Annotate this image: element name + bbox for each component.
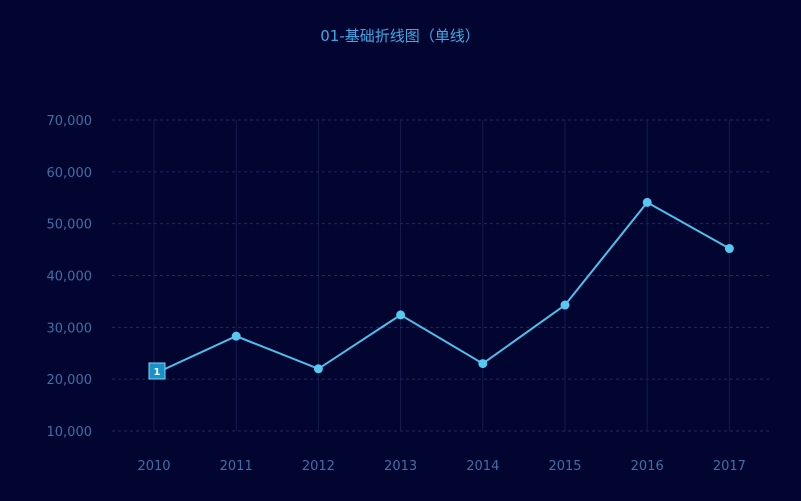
x-tick-label: 2013 [384,459,417,474]
x-tick-label: 2014 [466,459,499,474]
marker-label: 1 [154,367,161,378]
y-tick-label: 70,000 [47,114,93,129]
data-point[interactable] [396,310,406,320]
y-axis-ticks: 10,000 20,000 30,000 40,000 50,000 60,000 70,0… [47,114,93,440]
point-marker[interactable]: 1 [148,362,166,380]
x-axis-ticks: 2010 2011 2012 2013 2014 2015 2016 2017 [137,459,745,474]
marker-box[interactable] [148,362,166,380]
data-point[interactable] [313,364,323,374]
data-point[interactable] [560,300,570,310]
chart-title: 01-基础折线图（单线） [320,27,480,45]
data-point[interactable] [231,331,241,341]
data-point[interactable] [478,359,488,369]
data-point[interactable] [724,244,734,254]
x-tick-label: 2012 [302,459,335,474]
y-tick-label: 60,000 [47,166,93,181]
x-tick-label: 2016 [631,459,664,474]
x-tick-label: 2011 [220,459,253,474]
x-tick-label: 2015 [548,459,581,474]
y-tick-label: 50,000 [47,218,93,233]
series-line [153,201,730,375]
y-tick-label: 40,000 [47,270,93,285]
horizontal-grid [112,119,771,432]
y-tick-label: 20,000 [47,373,93,388]
x-tick-label: 2010 [137,459,170,474]
data-points [231,197,734,374]
x-tick-label: 2017 [713,459,746,474]
y-tick-label: 10,000 [47,425,93,440]
y-tick-label: 30,000 [47,321,93,336]
data-point[interactable] [642,197,652,207]
